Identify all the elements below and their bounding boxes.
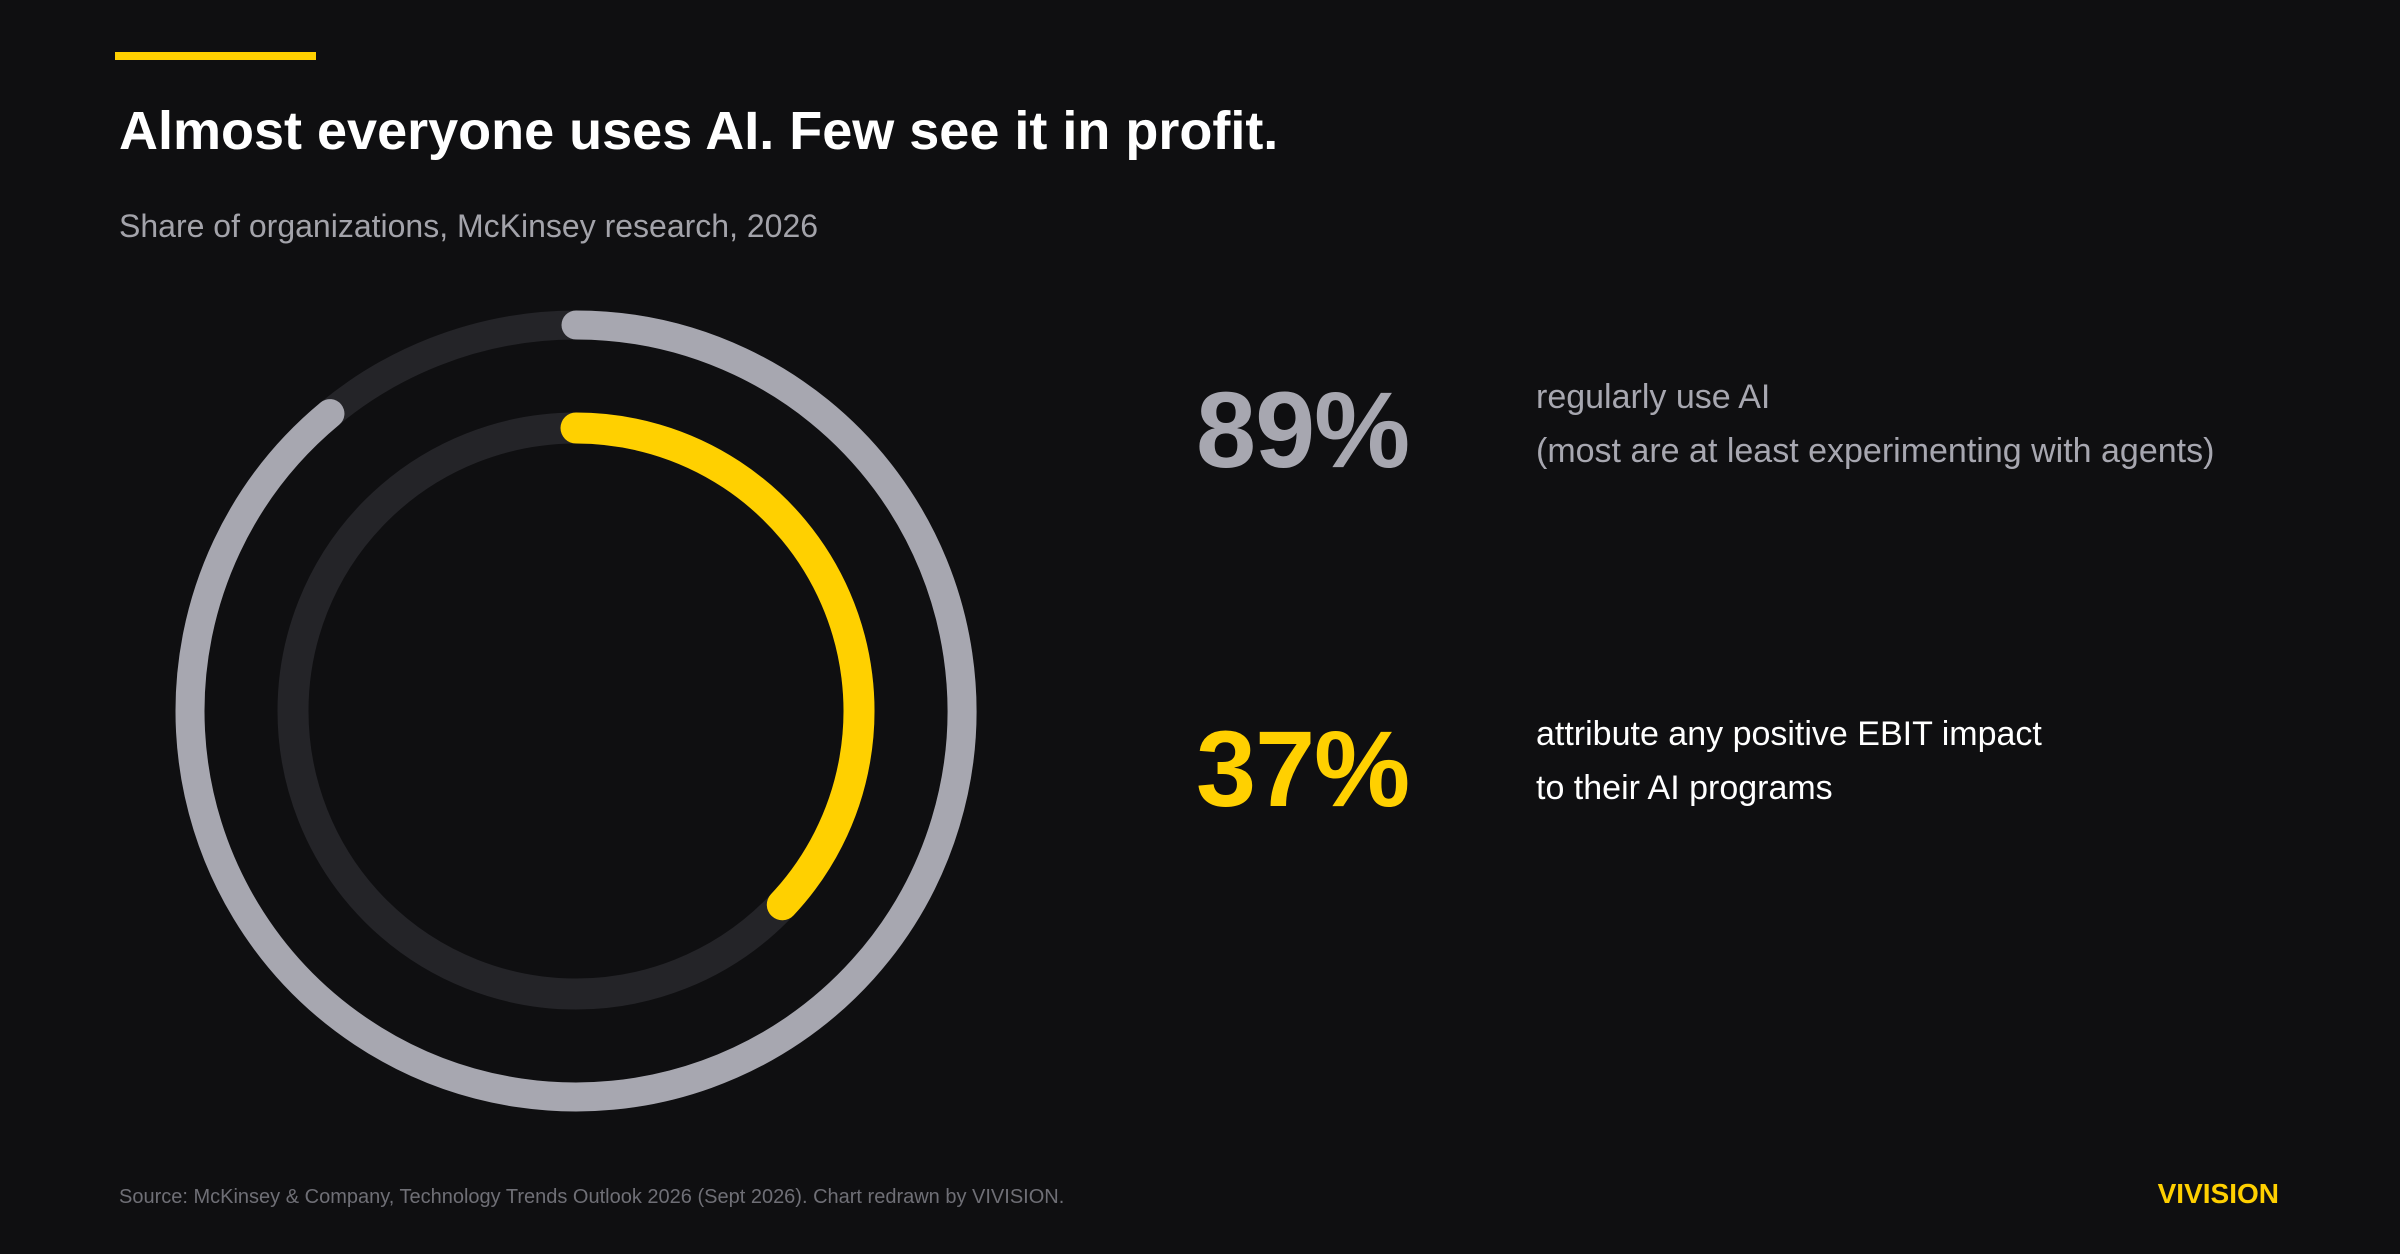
ring-ebit-arc	[560, 412, 875, 921]
stat-description-usage-line-1: regularly use AI	[1536, 378, 1771, 416]
chart-subtitle: Share of organizations, McKinsey researc…	[119, 208, 819, 244]
concentric-ring-chart	[175, 310, 977, 1112]
stat-value-usage: 89%	[1196, 369, 1410, 490]
stat-description-ebit-line-1: attribute any positive EBIT impact	[1536, 715, 2042, 753]
ring-usage-arc	[175, 310, 977, 1112]
brand-logo: VIVISION	[2157, 1178, 2279, 1209]
stat-description-ebit-line-2: to their AI programs	[1536, 769, 1833, 807]
stat-description-usage: regularly use AI (most are at least expe…	[1536, 370, 2214, 478]
stat-description-ebit: attribute any positive EBIT impact to th…	[1536, 707, 2042, 815]
stat-value-ebit: 37%	[1196, 708, 1410, 829]
accent-bar	[115, 52, 316, 60]
source-note: Source: McKinsey & Company, Technology T…	[119, 1186, 1065, 1208]
chart-title: Almost everyone uses AI. Few see it in p…	[119, 101, 1279, 161]
stat-description-usage-line-2: (most are at least experimenting with ag…	[1536, 432, 2215, 470]
